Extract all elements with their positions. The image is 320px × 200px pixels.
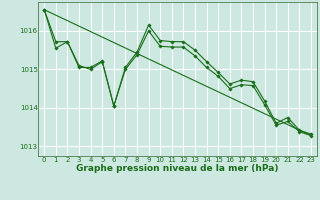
X-axis label: Graphe pression niveau de la mer (hPa): Graphe pression niveau de la mer (hPa) — [76, 164, 279, 173]
